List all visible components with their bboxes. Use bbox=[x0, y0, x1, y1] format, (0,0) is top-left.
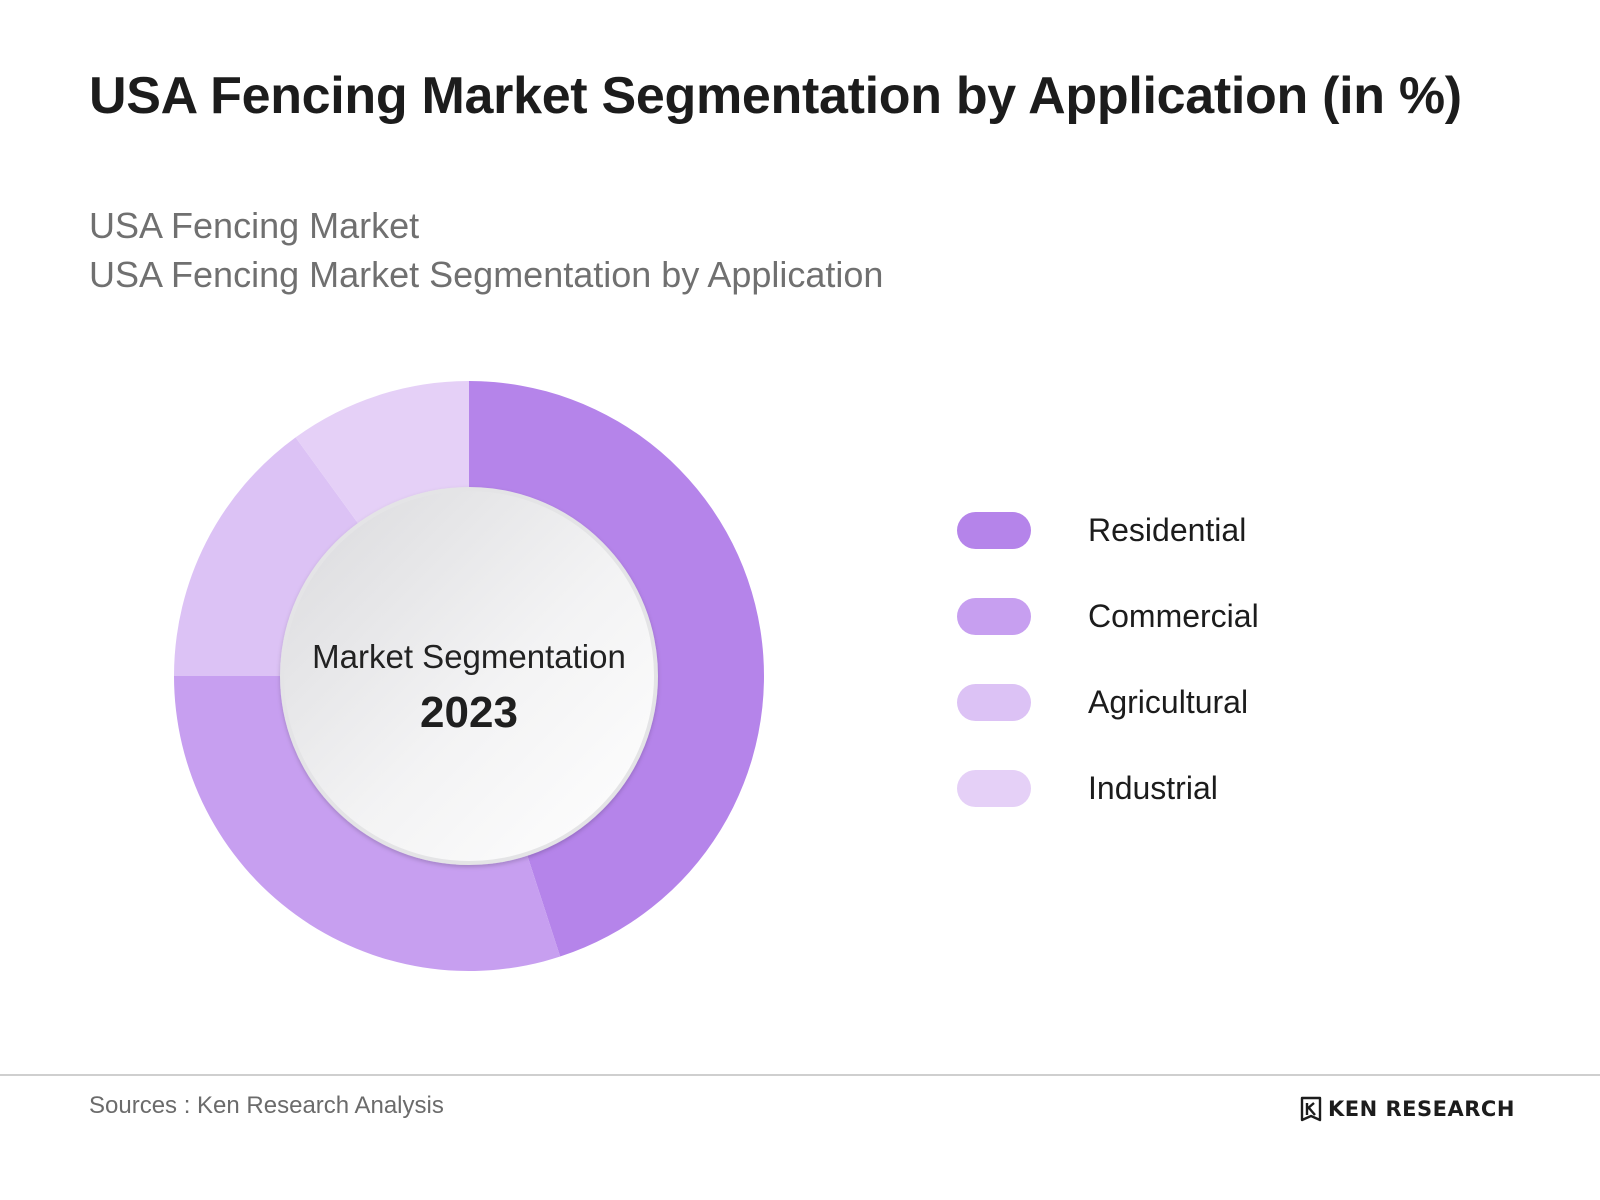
legend-swatch-commercial bbox=[957, 598, 1031, 635]
legend-swatch-industrial bbox=[957, 770, 1031, 807]
legend-label-industrial: Industrial bbox=[1088, 770, 1218, 806]
legend-label-residential: Residential bbox=[1088, 512, 1247, 548]
page-title: USA Fencing Market Segmentation by Appli… bbox=[89, 67, 1462, 125]
subtitle-segmentation: USA Fencing Market Segmentation by Appli… bbox=[89, 254, 884, 295]
brand-text: KEN RESEARCH bbox=[1328, 1097, 1515, 1121]
source-note: Sources : Ken Research Analysis bbox=[89, 1092, 444, 1119]
legend-label-commercial: Commercial bbox=[1088, 598, 1259, 634]
legend-swatch-residential bbox=[957, 512, 1031, 549]
legend-swatch-agricultural bbox=[957, 684, 1031, 721]
subtitle-market: USA Fencing Market bbox=[89, 205, 420, 246]
slice-industrial bbox=[295, 381, 469, 525]
center-label: Market Segmentation bbox=[312, 638, 626, 675]
slice-commercial bbox=[173, 676, 561, 971]
footer-divider bbox=[0, 1074, 1600, 1076]
ken-research-logo-icon bbox=[1300, 1096, 1322, 1122]
center-year: 2023 bbox=[420, 688, 518, 737]
ken-research-logo: KEN RESEARCH bbox=[1300, 1094, 1515, 1124]
donut-center bbox=[280, 487, 658, 865]
legend-label-agricultural: Agricultural bbox=[1088, 684, 1249, 720]
slice-residential bbox=[469, 381, 764, 957]
slice-agricultural bbox=[174, 437, 360, 676]
